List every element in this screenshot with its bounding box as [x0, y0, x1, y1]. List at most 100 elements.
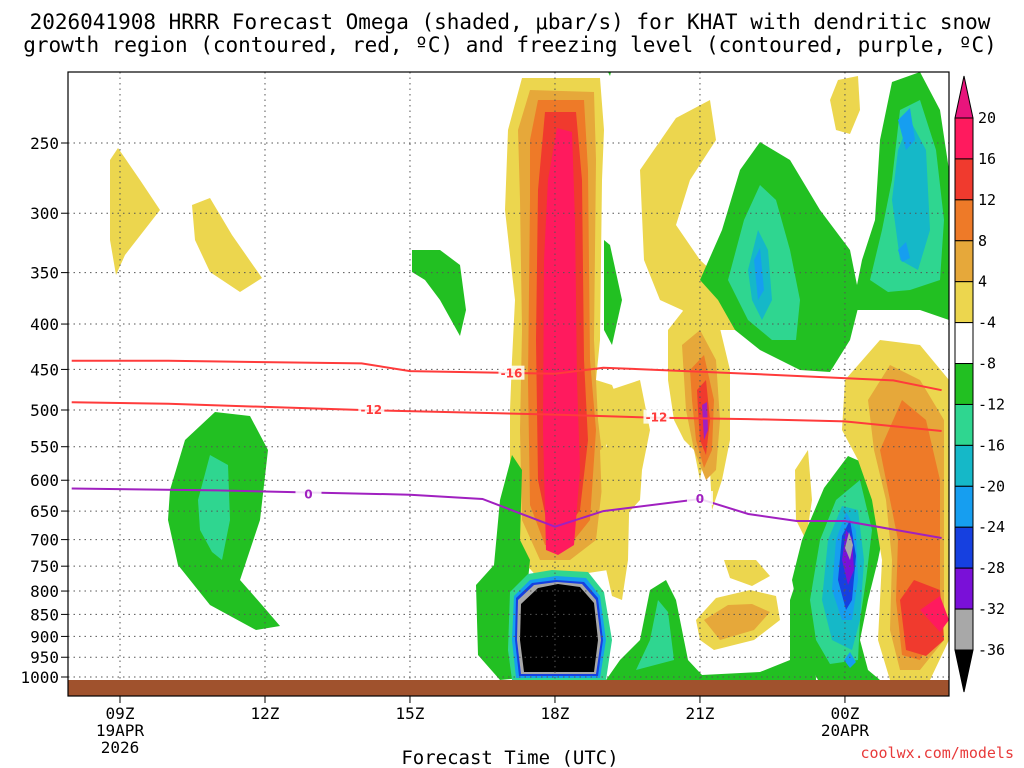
- x-tick-label: 12Z: [251, 704, 280, 723]
- colorbar-swatch: [954, 281, 974, 324]
- colorbar-swatch: [954, 117, 974, 160]
- y-tick-label: 450: [30, 360, 59, 379]
- colorbar-label: 4: [978, 273, 987, 291]
- omega-blob: [640, 100, 760, 330]
- contour-label: -12: [646, 411, 668, 425]
- x-tick-label: 21Z: [686, 704, 715, 723]
- omega-blob: [543, 128, 580, 555]
- x-tick-label: 00Z: [830, 704, 859, 723]
- colorbar-top-arrow: [954, 75, 974, 119]
- colorbar-swatch: [954, 608, 974, 651]
- y-tick-label: 650: [30, 502, 59, 521]
- omega-blob: [898, 242, 910, 262]
- y-tick-label: 350: [30, 264, 59, 283]
- y-tick-label: 600: [30, 471, 59, 490]
- y-tick-label: 1000: [20, 668, 59, 687]
- contour-label-bg: [686, 491, 713, 506]
- omega-blob: [110, 148, 160, 275]
- y-tick-label: 900: [30, 627, 59, 646]
- y-tick-label: 700: [30, 531, 59, 550]
- colorbar-label: -28: [978, 559, 1005, 577]
- colorbar-label: -20: [978, 477, 1005, 495]
- colorbar-label: -16: [978, 436, 1005, 454]
- chart-title-line1: 2026041908 HRRR Forecast Omega (shaded, …: [30, 10, 991, 34]
- colorbar-swatch: [954, 485, 974, 528]
- colorbar-label: -36: [978, 641, 1005, 659]
- contour-label-bg: [358, 402, 385, 416]
- omega-blob: [892, 120, 930, 270]
- terrain-ground-bar: [68, 680, 949, 696]
- plot-frame: [67, 71, 950, 697]
- contour-label-bg: [498, 365, 525, 380]
- credit-link[interactable]: coolwx.com/models: [860, 744, 1014, 762]
- gridlines: [68, 72, 949, 680]
- colorbar-swatch: [954, 526, 974, 569]
- omega-blob: [608, 72, 611, 76]
- contour-label: 0: [696, 492, 704, 506]
- omega-blob: [702, 402, 708, 440]
- contour-label: 0: [304, 488, 312, 502]
- x-tick-label: 18Z: [541, 704, 570, 723]
- x-tick-date: 20APR: [821, 721, 870, 740]
- y-axis: 250 300 350 400 450 500 550 600 650 700 750 800 850 9…: [20, 134, 68, 687]
- omega-blob: [795, 450, 812, 540]
- colorbar-bottom-arrow: [954, 649, 974, 693]
- x-tick-date: 19APR: [96, 721, 145, 740]
- y-tick-label: 750: [30, 557, 59, 576]
- colorbar-swatch: [954, 158, 974, 201]
- y-tick-label: 500: [30, 401, 59, 420]
- colorbar-label: -24: [978, 518, 1005, 536]
- contour-lines: [71, 359, 942, 539]
- omega-blob: [898, 108, 915, 150]
- colorbar-swatch: [954, 403, 974, 446]
- omega-blob: [844, 652, 856, 668]
- colorbar-swatch: [954, 322, 974, 365]
- contour-labels: -16 -12 -12 0 0: [295, 365, 713, 506]
- y-tick-label: 250: [30, 134, 59, 153]
- colorbar-label: 12: [978, 191, 996, 209]
- omega-blob: [920, 596, 949, 632]
- x-axis-title: Forecast Time (UTC): [401, 747, 618, 768]
- contour-label: -16: [501, 367, 523, 381]
- contour-label: -12: [360, 403, 382, 417]
- contour-label-bg: [643, 409, 670, 424]
- omega-blob: [636, 600, 674, 670]
- colorbar-swatch: [954, 444, 974, 487]
- colorbar-swatch: [954, 363, 974, 405]
- x-tick-year: 2026: [101, 738, 140, 757]
- omega-blob: [412, 250, 466, 336]
- colorbar-legend: 20 16 12 8 4 -4 -8 -12 -16 -20 -24 -28 -32 -36: [954, 75, 1005, 693]
- y-tick-label: 300: [30, 204, 59, 223]
- omega-shading: [110, 72, 949, 680]
- colorbar-swatch: [954, 199, 974, 242]
- colorbar-swatch: [954, 240, 974, 283]
- colorbar-label: -4: [978, 314, 996, 332]
- colorbar-swatch: [954, 567, 974, 610]
- colorbar-label: 8: [978, 232, 987, 250]
- omega-blob: [845, 532, 853, 560]
- contour-label-bg: [295, 486, 322, 501]
- omega-blob: [724, 560, 770, 586]
- chart-title-line2: growth region (contoured, red, ºC) and f…: [23, 33, 997, 57]
- contour-line--12c: [71, 401, 942, 432]
- contour-line--16c: [71, 359, 942, 392]
- omega-blob: [900, 580, 944, 656]
- colorbar-label: 16: [978, 150, 996, 168]
- y-tick-label: 850: [30, 605, 59, 624]
- omega-blob: [520, 584, 598, 672]
- contour-line-0c-freezing-level: [71, 487, 942, 539]
- omega-blob: [754, 248, 764, 300]
- x-tick-label: 15Z: [396, 704, 425, 723]
- colorbar-label: -12: [978, 395, 1005, 413]
- colorbar-label: 20: [978, 109, 996, 127]
- colorbar-label: -32: [978, 600, 1005, 618]
- omega-blob: [704, 604, 770, 640]
- colorbar-label: -8: [978, 355, 996, 373]
- omega-blob: [604, 240, 622, 345]
- y-tick-label: 950: [30, 648, 59, 667]
- y-tick-label: 800: [30, 582, 59, 601]
- omega-blob: [192, 198, 262, 292]
- y-tick-label: 550: [30, 438, 59, 457]
